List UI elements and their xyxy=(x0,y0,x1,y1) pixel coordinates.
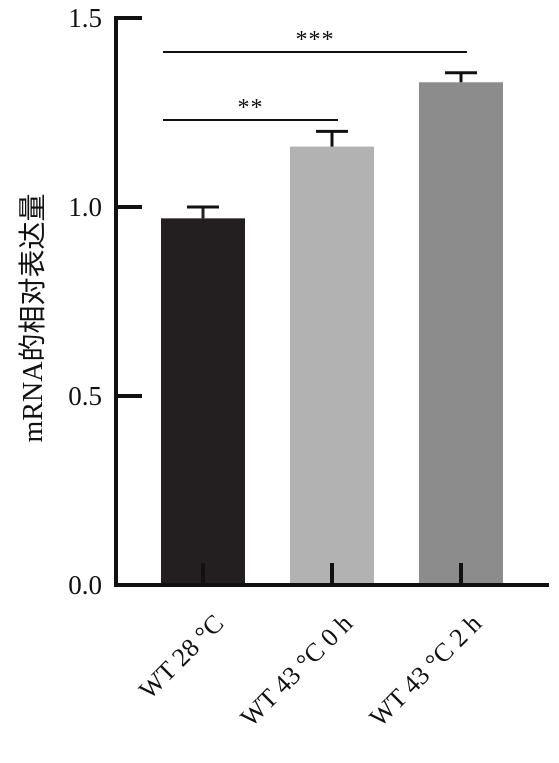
error-bars-layer xyxy=(187,71,477,219)
y-axis-label: mRNA的相对表达量 xyxy=(17,194,49,443)
bar xyxy=(290,146,374,585)
y-tick-label: 1.0 xyxy=(68,192,102,222)
bars-layer xyxy=(161,82,503,585)
bar xyxy=(161,218,245,585)
y-tick-label: 1.5 xyxy=(68,3,102,33)
bar xyxy=(419,82,503,585)
y-tick-label: 0.5 xyxy=(68,381,102,411)
x-ticks-layer: WT 28 °C WT 43 °C 0 h WT 43 °C 2 h xyxy=(133,563,487,732)
y-ticks-layer: 0.0 0.5 1.0 1.5 xyxy=(68,3,142,600)
significance-layer: ***** xyxy=(163,27,467,122)
significance-label: ** xyxy=(238,95,264,121)
y-tick-label: 0.0 xyxy=(68,570,102,600)
significance-label: *** xyxy=(296,27,335,53)
x-category-label: WT 43 °C 0 h xyxy=(235,609,359,733)
x-category-label: WT 43 °C 2 h xyxy=(364,609,488,733)
x-category-label: WT 28 °C xyxy=(133,609,229,705)
